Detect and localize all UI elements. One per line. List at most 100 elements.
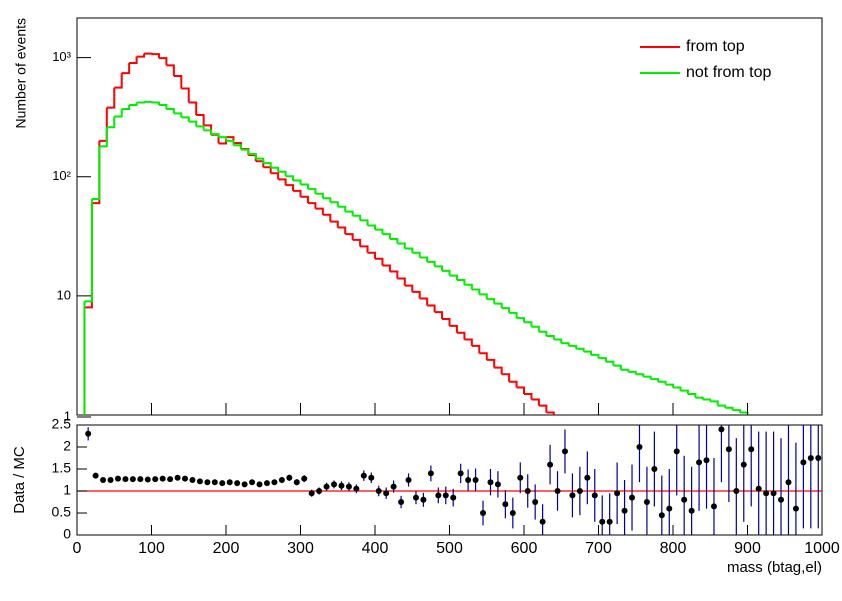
histogram-step bbox=[501, 373, 511, 382]
data-point bbox=[442, 492, 449, 499]
histogram-step bbox=[375, 228, 384, 235]
data-point bbox=[807, 455, 814, 461]
histogram-step bbox=[270, 172, 280, 180]
histogram-step bbox=[114, 109, 123, 118]
histogram-step bbox=[83, 307, 86, 415]
data-point bbox=[196, 478, 203, 485]
data-point bbox=[465, 477, 472, 483]
data-point bbox=[718, 426, 725, 433]
data-point bbox=[457, 470, 464, 477]
data-point bbox=[748, 446, 755, 453]
histogram-step bbox=[345, 233, 354, 240]
histogram-step bbox=[248, 154, 257, 162]
histogram-step bbox=[285, 175, 295, 181]
histogram-step bbox=[173, 112, 183, 118]
data-point bbox=[331, 481, 338, 488]
histogram-step bbox=[293, 189, 302, 197]
histogram-step bbox=[121, 105, 131, 111]
data-point bbox=[293, 479, 300, 486]
data-point bbox=[450, 494, 457, 501]
histogram-step bbox=[315, 192, 324, 199]
histogram-step bbox=[501, 307, 511, 313]
data-point bbox=[144, 476, 151, 483]
data-point bbox=[725, 446, 732, 453]
histogram-step bbox=[546, 335, 555, 340]
histogram-step bbox=[144, 100, 153, 103]
histogram-step bbox=[516, 386, 525, 395]
data-point bbox=[651, 466, 658, 472]
data-point bbox=[85, 430, 92, 437]
y-tick-label: 10² bbox=[52, 168, 71, 183]
data-point bbox=[502, 501, 509, 508]
data-point bbox=[211, 479, 218, 486]
data-point bbox=[249, 479, 256, 486]
data-point bbox=[368, 474, 375, 481]
histogram-step bbox=[255, 157, 265, 164]
histogram-step bbox=[479, 293, 488, 300]
data-point bbox=[152, 476, 159, 483]
histogram-step bbox=[263, 162, 272, 168]
data-point bbox=[398, 499, 405, 505]
data-point bbox=[100, 477, 107, 483]
histogram-step bbox=[419, 256, 429, 262]
data-point bbox=[360, 472, 367, 479]
data-point bbox=[576, 488, 583, 494]
data-point bbox=[420, 496, 427, 503]
data-point bbox=[375, 488, 382, 494]
histogram-step bbox=[456, 331, 466, 340]
histogram-step bbox=[427, 304, 436, 313]
histogram-step bbox=[106, 116, 116, 129]
histogram-step bbox=[412, 290, 421, 299]
histogram-step bbox=[114, 73, 123, 89]
data-point bbox=[472, 477, 479, 483]
data-point bbox=[286, 474, 293, 481]
data-point bbox=[92, 472, 99, 479]
histogram-step bbox=[91, 146, 101, 201]
histogram-step bbox=[129, 102, 138, 107]
data-point bbox=[353, 485, 360, 492]
data-point bbox=[107, 477, 114, 483]
y-tick-label: 1.5 bbox=[52, 460, 72, 476]
y-tick-label: 1 bbox=[63, 482, 71, 498]
histogram-step bbox=[680, 389, 689, 395]
histogram-step bbox=[307, 187, 317, 194]
histogram-step bbox=[307, 202, 317, 209]
data-point bbox=[412, 494, 419, 501]
histogram-step bbox=[725, 406, 734, 411]
data-point bbox=[755, 485, 762, 492]
histogram-step bbox=[367, 224, 376, 230]
histogram-step bbox=[300, 195, 309, 204]
x-tick-label: 800 bbox=[660, 540, 687, 557]
histogram-step bbox=[181, 87, 190, 103]
histogram-step bbox=[419, 297, 429, 306]
bottom-plot bbox=[77, 425, 822, 535]
x-tick-label: 900 bbox=[734, 540, 761, 557]
histogram-step bbox=[226, 139, 235, 146]
data-point bbox=[591, 492, 598, 499]
data-point bbox=[606, 518, 613, 525]
histogram-step bbox=[106, 87, 116, 109]
histogram-step bbox=[382, 264, 391, 272]
y-tick-label: 2.5 bbox=[52, 416, 72, 432]
histogram-step bbox=[263, 166, 272, 174]
data-point bbox=[733, 488, 740, 494]
histogram-step bbox=[456, 278, 466, 285]
x-tick-label: 0 bbox=[73, 540, 82, 557]
top-plot bbox=[83, 52, 749, 415]
histogram-step bbox=[121, 63, 131, 75]
histogram-step bbox=[278, 178, 287, 186]
histogram-step bbox=[84, 199, 93, 303]
data-point bbox=[405, 477, 412, 483]
histogram-step bbox=[255, 160, 265, 168]
histogram-step bbox=[449, 324, 458, 333]
histogram-step bbox=[278, 170, 287, 177]
data-point bbox=[629, 494, 636, 501]
histogram-step bbox=[471, 288, 481, 295]
data-point bbox=[703, 457, 710, 464]
histogram-step bbox=[613, 364, 622, 370]
histogram-step bbox=[509, 380, 518, 388]
data-point bbox=[554, 488, 561, 494]
data-point bbox=[539, 518, 546, 525]
data-point bbox=[614, 490, 621, 497]
